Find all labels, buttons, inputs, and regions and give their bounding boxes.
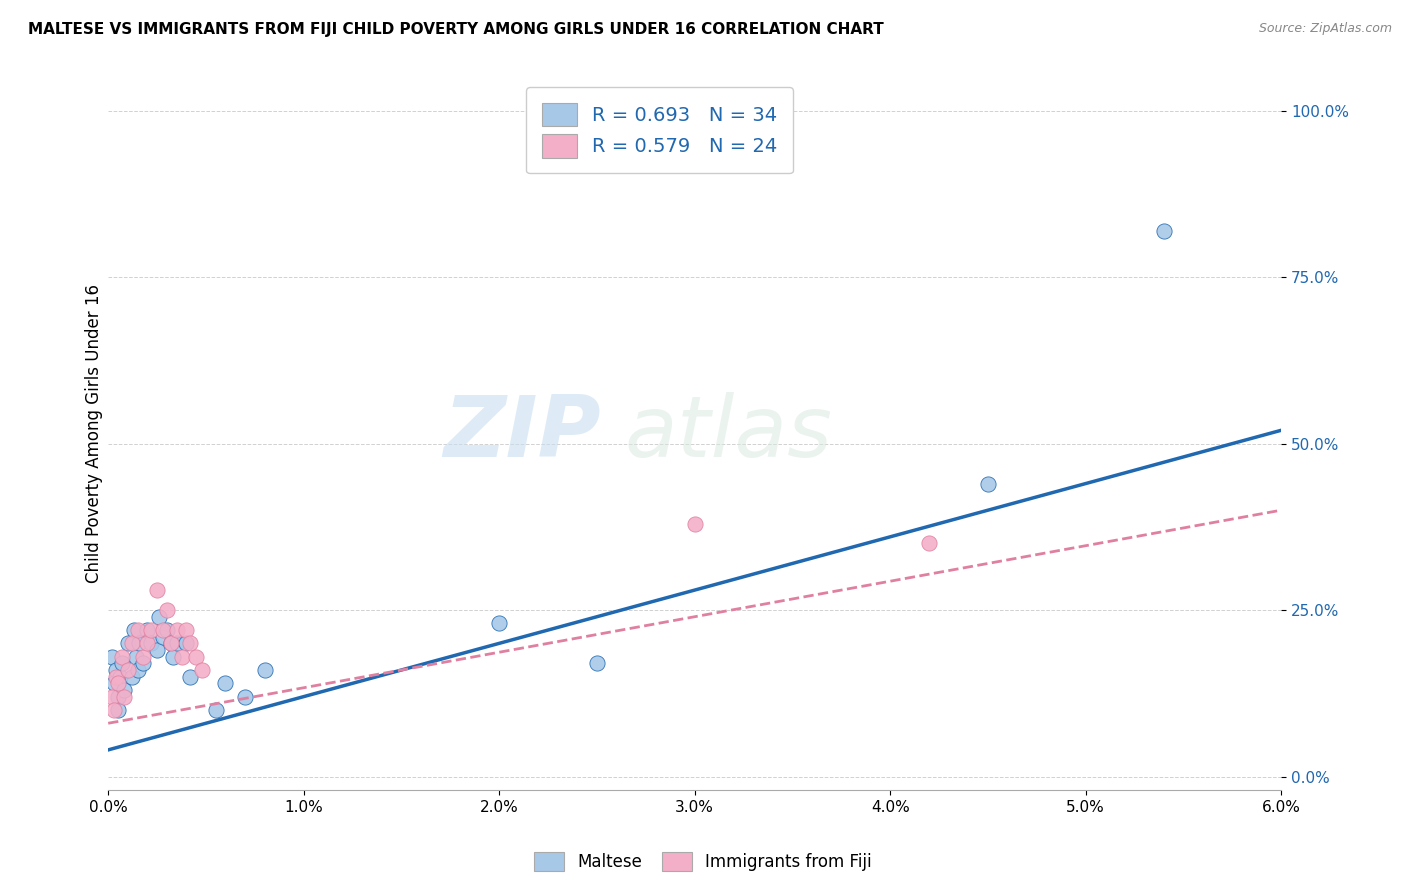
Legend: Maltese, Immigrants from Fiji: Maltese, Immigrants from Fiji bbox=[526, 843, 880, 880]
Point bbox=[176, 636, 198, 650]
Point bbox=[977, 476, 1000, 491]
Point bbox=[122, 623, 145, 637]
Point bbox=[1153, 223, 1175, 237]
Point bbox=[141, 636, 163, 650]
Point bbox=[127, 663, 149, 677]
Point bbox=[108, 670, 131, 684]
Text: atlas: atlas bbox=[624, 392, 832, 475]
Point bbox=[101, 690, 124, 704]
Point bbox=[107, 703, 129, 717]
Point bbox=[121, 670, 143, 684]
Point bbox=[121, 636, 143, 650]
Point bbox=[586, 657, 609, 671]
Legend: R = 0.693   N = 34, R = 0.579   N = 24: R = 0.693 N = 34, R = 0.579 N = 24 bbox=[526, 87, 793, 174]
Point bbox=[146, 583, 169, 598]
Point bbox=[159, 636, 181, 650]
Point bbox=[112, 683, 135, 698]
Point bbox=[156, 603, 179, 617]
Point bbox=[141, 623, 163, 637]
Point bbox=[132, 649, 155, 664]
Point bbox=[103, 676, 125, 690]
Point bbox=[191, 663, 214, 677]
Point bbox=[107, 676, 129, 690]
Point bbox=[105, 663, 128, 677]
Point bbox=[156, 623, 179, 637]
Point bbox=[233, 690, 256, 704]
Point bbox=[176, 623, 198, 637]
Point bbox=[488, 616, 510, 631]
Point bbox=[166, 623, 188, 637]
Point bbox=[117, 636, 139, 650]
Point bbox=[146, 643, 169, 657]
Point bbox=[128, 636, 150, 650]
Point bbox=[127, 623, 149, 637]
Point bbox=[103, 703, 125, 717]
Text: Source: ZipAtlas.com: Source: ZipAtlas.com bbox=[1258, 22, 1392, 36]
Point bbox=[918, 536, 941, 550]
Point bbox=[683, 516, 706, 531]
Point bbox=[159, 636, 181, 650]
Point bbox=[179, 636, 201, 650]
Point bbox=[152, 630, 174, 644]
Text: MALTESE VS IMMIGRANTS FROM FIJI CHILD POVERTY AMONG GIRLS UNDER 16 CORRELATION C: MALTESE VS IMMIGRANTS FROM FIJI CHILD PO… bbox=[28, 22, 884, 37]
Point bbox=[162, 649, 184, 664]
Point bbox=[214, 676, 236, 690]
Point bbox=[253, 663, 276, 677]
Point bbox=[132, 657, 155, 671]
Point bbox=[148, 609, 170, 624]
Point bbox=[111, 657, 134, 671]
Point bbox=[136, 623, 159, 637]
Point bbox=[112, 690, 135, 704]
Point bbox=[136, 636, 159, 650]
Text: ZIP: ZIP bbox=[443, 392, 600, 475]
Point bbox=[204, 703, 226, 717]
Point bbox=[172, 649, 194, 664]
Y-axis label: Child Poverty Among Girls Under 16: Child Poverty Among Girls Under 16 bbox=[86, 285, 103, 583]
Point bbox=[152, 623, 174, 637]
Point bbox=[101, 649, 124, 664]
Point bbox=[117, 663, 139, 677]
Point bbox=[166, 636, 188, 650]
Point bbox=[124, 649, 146, 664]
Point bbox=[186, 649, 208, 664]
Point bbox=[105, 670, 128, 684]
Point bbox=[107, 690, 129, 704]
Point bbox=[179, 670, 201, 684]
Point bbox=[111, 649, 134, 664]
